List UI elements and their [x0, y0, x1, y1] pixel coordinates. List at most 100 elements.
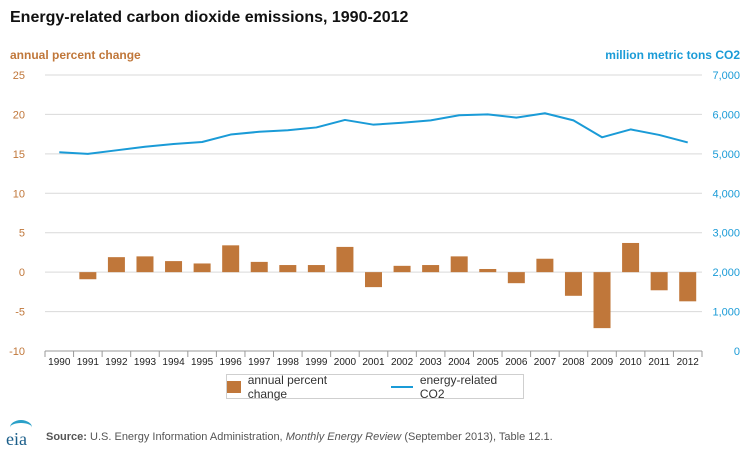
co2-point-1992	[115, 149, 117, 151]
bar-1998	[279, 265, 297, 273]
co2-point-2008	[572, 119, 574, 121]
co2-point-2000	[344, 119, 346, 121]
co2-point-2012	[687, 141, 689, 143]
x-axis-tick-label: 2000	[334, 357, 357, 368]
bar-2008	[564, 272, 582, 296]
bar-1996	[222, 245, 240, 273]
x-axis-tick-label: 1996	[220, 357, 243, 368]
co2-point-1997	[258, 131, 260, 133]
x-axis-tick-label: 2012	[677, 357, 700, 368]
left-axis-tick-label: 10	[13, 188, 25, 200]
left-axis-tick-label: 0	[19, 267, 25, 279]
co2-point-2011	[658, 134, 660, 136]
x-axis-tick-label: 2002	[391, 357, 414, 368]
x-axis-tick-label: 2007	[534, 357, 557, 368]
bar-2002	[393, 265, 411, 273]
left-axis-tick-label: 15	[13, 149, 25, 161]
legend-swatch-bar	[227, 380, 241, 393]
bar-1993	[136, 256, 154, 273]
co2-point-2005	[487, 113, 489, 115]
co2-point-2002	[401, 122, 403, 124]
left-axis-tick-label: 20	[13, 109, 25, 121]
right-axis-tick-label: 4,000	[712, 188, 740, 200]
x-axis-tick-label: 2006	[505, 357, 528, 368]
co2-point-1991	[87, 153, 89, 155]
left-axis-tick-label: -5	[15, 307, 25, 319]
x-axis-tick-label: 1995	[191, 357, 214, 368]
co2-point-1996	[229, 133, 231, 135]
co2-point-1998	[287, 129, 289, 131]
co2-point-1995	[201, 141, 203, 143]
x-axis-tick-label: 2011	[648, 357, 670, 368]
bar-1991	[79, 272, 97, 280]
right-axis-tick-label: 1,000	[712, 307, 740, 319]
co2-point-2010	[629, 128, 631, 130]
bar-2001	[365, 272, 382, 288]
bar-2012	[679, 272, 697, 302]
co2-point-2004	[458, 114, 460, 116]
bar-2005	[479, 268, 497, 273]
legend-item-bars: annual percent change	[227, 373, 367, 401]
legend-label-line: energy-related CO2	[419, 372, 498, 401]
co2-point-2006	[515, 116, 517, 118]
co2-point-2009	[601, 136, 603, 138]
x-axis-tick-label: 1999	[305, 357, 328, 368]
right-axis-tick-label: 7,000	[712, 70, 740, 82]
co2-point-1994	[172, 143, 174, 145]
bar-2011	[650, 272, 668, 291]
source-label: Source:	[46, 431, 87, 443]
x-axis-tick-label: 1997	[248, 357, 271, 368]
legend-label-bars: annual percent change	[247, 372, 328, 401]
right-axis-tick-label: 6,000	[712, 109, 740, 121]
bar-1992	[107, 257, 125, 273]
co2-point-1993	[144, 146, 146, 148]
co2-point-2003	[429, 119, 431, 121]
source-publication: Monthly Energy Review	[285, 431, 402, 443]
legend-item-line: energy-related CO2	[391, 373, 523, 401]
left-axis-tick-label: 25	[13, 70, 25, 82]
bar-2003	[422, 265, 440, 273]
chart-plot: -10 -5 0 5 10 15 20 25 0 1,000 2,000 3,000 4,000 5,00…	[9, 70, 740, 368]
co2-line	[59, 112, 688, 155]
bar-1994	[165, 261, 183, 273]
right-axis-label: million metric tons CO2	[605, 48, 740, 62]
x-axis-tick-label: 1994	[162, 357, 185, 368]
source-text: U.S. Energy Information Administration,	[90, 431, 283, 443]
source-tail: (September 2013), Table 12.1.	[404, 431, 553, 443]
x-axis-tick-label: 1992	[105, 357, 128, 368]
bar-2004	[450, 256, 468, 273]
eia-logo-text: eia	[6, 429, 27, 449]
right-axis-tick-label: 5,000	[712, 149, 740, 161]
left-axis-tick-label: 5	[19, 228, 25, 240]
source-note: Source: U.S. Energy Information Administ…	[46, 431, 553, 443]
right-axis-tick-label: 3,000	[712, 228, 740, 240]
x-axis-tick-label: 1990	[48, 357, 71, 368]
x-axis-tick-label: 1998	[277, 357, 300, 368]
bar-2010	[622, 242, 640, 273]
chart-title: Energy-related carbon dioxide emissions,…	[10, 9, 409, 26]
bar-1995	[193, 263, 211, 273]
x-axis-tick-label: 2005	[477, 357, 500, 368]
bar-2009	[593, 272, 611, 329]
left-axis-label: annual percent change	[10, 48, 141, 62]
co2-point-2007	[544, 112, 546, 114]
bar-1997	[250, 261, 268, 273]
legend-swatch-line	[391, 385, 413, 388]
x-axis-tick-label: 2004	[448, 357, 471, 368]
bar-1999	[307, 265, 325, 273]
eia-logo: eia	[6, 420, 34, 449]
x-axis-tick-label: 1993	[134, 357, 157, 368]
footer: eia Source: U.S. Energy Information Admi…	[6, 420, 553, 449]
bar-2006	[507, 272, 525, 284]
x-axis-tick-label: 2003	[420, 357, 443, 368]
co2-point-1990	[58, 151, 60, 153]
bar-2007	[536, 258, 554, 273]
co2-point-1999	[315, 126, 317, 128]
co2-point-2001	[372, 123, 374, 125]
bar-2000	[336, 246, 354, 273]
left-axis-tick-label: -10	[9, 346, 25, 358]
x-axis-tick-label: 2008	[562, 357, 585, 368]
right-axis-tick-label: 2,000	[712, 267, 740, 279]
x-axis-tick-label: 2009	[591, 357, 614, 368]
right-axis-tick-label: 0	[734, 346, 740, 358]
